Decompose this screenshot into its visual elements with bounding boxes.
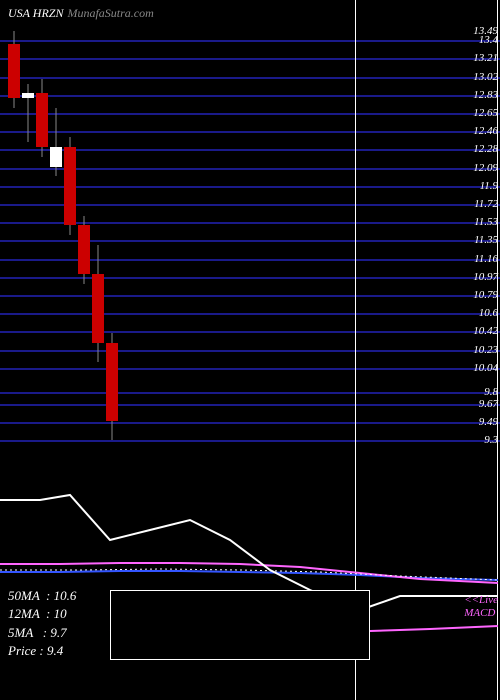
grid-label: 13.02 [473, 71, 498, 83]
grid-label: 10.6 [479, 307, 498, 319]
info-line: Price : 9.4 [8, 642, 76, 660]
grid-label: 12.83 [473, 89, 498, 101]
grid-label: 11.16 [474, 253, 498, 265]
grid-label: 10.23 [473, 344, 498, 356]
info-line: 12MA : 10 [8, 605, 76, 623]
info-line: 5MA : 9.7 [8, 624, 76, 642]
candlestick [78, 20, 90, 460]
grid-label: 10.42 [473, 325, 498, 337]
chart-container: USA HRZN MunafaSutra.com 13.413.2113.021… [0, 0, 500, 700]
ma-line [0, 571, 498, 580]
grid-label: 9.49 [479, 416, 498, 428]
live-macd-label: <<Live MACD [464, 594, 498, 620]
candle-body [36, 93, 48, 147]
grid-label: 12.09 [473, 162, 498, 174]
candlestick [22, 20, 34, 460]
grid-label: 11.9 [480, 180, 498, 192]
candle-body [64, 147, 76, 225]
grid-label: 10.04 [473, 362, 498, 374]
grid-label: 9.67 [479, 398, 498, 410]
candlestick [8, 20, 20, 460]
price-panel: 13.413.2113.0212.8312.6512.4612.2812.091… [0, 20, 500, 460]
candlestick [64, 20, 76, 460]
ma-line [0, 569, 498, 580]
grid-label: 11.53 [474, 216, 498, 228]
candle-body [8, 44, 20, 98]
candle-body [92, 274, 104, 342]
candle-body [22, 93, 34, 98]
grid-label: 12.28 [473, 143, 498, 155]
candlestick [36, 20, 48, 460]
live-text-2: MACD [464, 607, 498, 620]
grid-label: 11.72 [474, 198, 498, 210]
grid-label: 12.65 [473, 107, 498, 119]
info-line: 50MA : 10.6 [8, 587, 76, 605]
grid-label: 11.35 [474, 234, 498, 246]
grid-label: 10.79 [473, 289, 498, 301]
ma-line [0, 563, 498, 583]
candle-body [78, 225, 90, 274]
candle-body [50, 147, 62, 167]
site-label: MunafaSutra.com [67, 6, 153, 20]
info-box: 50MA : 10.612MA : 105MA : 9.7Price : 9.4 [8, 587, 76, 660]
live-text-1: <<Live [464, 594, 498, 607]
grid-label: 9.3 [484, 434, 498, 446]
candlestick [50, 20, 62, 460]
grid-label: 10.97 [473, 271, 498, 283]
chart-header: USA HRZN MunafaSutra.com [8, 4, 154, 22]
grid-label: 9.8 [484, 386, 498, 398]
candle-body [106, 343, 118, 421]
ticker-label: USA HRZN [8, 6, 63, 20]
grid-label: 12.46 [473, 125, 498, 137]
grid-label-extra: 13.49 [473, 25, 498, 37]
live-box [110, 590, 370, 660]
grid-label: 13.21 [473, 52, 498, 64]
candlestick [92, 20, 104, 460]
candlestick [106, 20, 118, 460]
